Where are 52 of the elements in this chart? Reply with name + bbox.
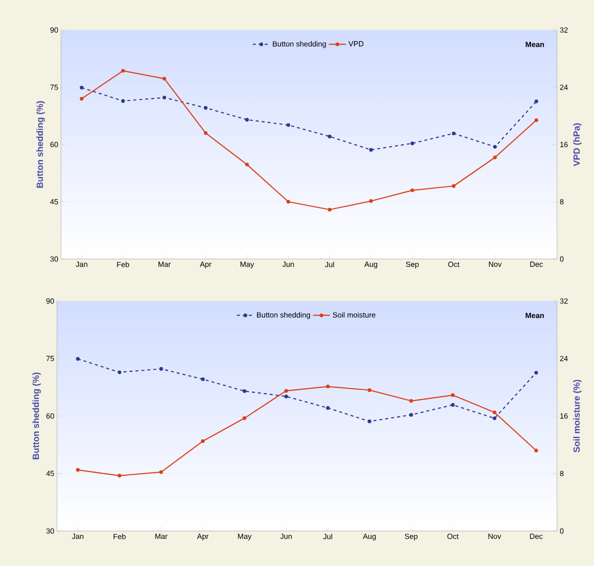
point bbox=[162, 76, 166, 81]
point bbox=[121, 68, 125, 73]
point bbox=[410, 142, 414, 146]
point bbox=[200, 377, 205, 382]
point bbox=[328, 208, 332, 212]
point bbox=[286, 123, 290, 127]
point bbox=[76, 468, 80, 472]
point bbox=[80, 86, 84, 90]
point bbox=[409, 413, 414, 417]
point bbox=[534, 370, 538, 375]
point bbox=[245, 118, 249, 122]
point bbox=[534, 100, 538, 104]
point bbox=[284, 388, 288, 393]
point bbox=[242, 416, 246, 420]
y2-axis-title: Soil moisture (%) bbox=[573, 380, 582, 452]
point bbox=[286, 200, 290, 204]
point bbox=[80, 96, 84, 101]
point bbox=[242, 389, 246, 393]
point bbox=[493, 144, 497, 149]
y-axis-title: Button shedding (%) bbox=[32, 372, 41, 460]
point bbox=[204, 106, 208, 110]
point bbox=[492, 410, 496, 414]
point bbox=[245, 162, 249, 166]
y-axis-title: Button shedding (%) bbox=[36, 101, 45, 188]
point bbox=[534, 118, 538, 122]
point bbox=[121, 99, 125, 103]
point bbox=[284, 394, 288, 398]
point bbox=[410, 188, 414, 192]
point bbox=[369, 199, 373, 203]
point bbox=[118, 474, 122, 478]
point bbox=[162, 96, 166, 100]
point bbox=[368, 388, 372, 392]
point bbox=[76, 357, 80, 361]
point bbox=[326, 406, 330, 410]
y2-axis-title: VPD (hPa) bbox=[573, 123, 582, 166]
point bbox=[118, 370, 122, 374]
point bbox=[493, 156, 497, 160]
point bbox=[450, 393, 455, 398]
point bbox=[328, 134, 332, 138]
point bbox=[204, 131, 208, 135]
point bbox=[492, 416, 496, 420]
point bbox=[452, 184, 456, 188]
point bbox=[368, 420, 372, 424]
point bbox=[200, 439, 205, 444]
point bbox=[159, 470, 164, 474]
point bbox=[450, 403, 455, 407]
point bbox=[369, 148, 373, 152]
point bbox=[159, 367, 164, 371]
point bbox=[534, 448, 538, 452]
point bbox=[452, 132, 456, 136]
point bbox=[326, 384, 330, 388]
point bbox=[409, 399, 414, 403]
